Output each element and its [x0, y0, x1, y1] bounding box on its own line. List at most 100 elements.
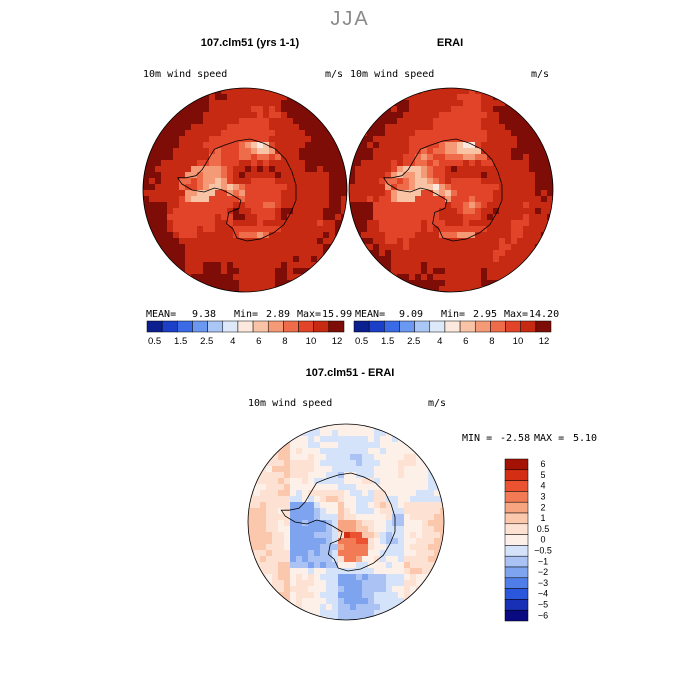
diff-cell: [272, 496, 279, 503]
model-cell: [251, 160, 258, 167]
model-cell: [257, 220, 264, 227]
diff-cell: [422, 550, 429, 557]
model-cell: [335, 184, 342, 191]
model-cell: [317, 214, 324, 221]
diff-colorbar-swatch: [504, 491, 529, 503]
diff-cell: [332, 442, 339, 449]
obs-cell: [469, 88, 476, 95]
diff-cell: [326, 562, 333, 569]
model-cell: [167, 208, 174, 215]
obs-cell: [391, 178, 398, 185]
obs-cell: [415, 250, 422, 257]
diff-cell: [272, 490, 279, 497]
diff-max-label: MAX =: [534, 433, 565, 444]
diff-cell: [404, 556, 411, 563]
model-cell: [227, 256, 234, 263]
model-cell: [233, 220, 240, 227]
obs-cell: [547, 190, 553, 197]
model-cell: [191, 196, 198, 203]
model-cell: [335, 208, 342, 215]
obs-cell: [427, 106, 434, 113]
model-cell: [221, 112, 228, 119]
model-cell: [233, 88, 240, 95]
model-cell: [191, 136, 198, 143]
model-cell: [293, 130, 300, 137]
obs-cell: [451, 166, 458, 173]
obs-cell: [469, 280, 476, 287]
obs-cell: [445, 178, 452, 185]
diff-cell: [296, 556, 303, 563]
model-cell: [305, 256, 312, 263]
obs-cell: [493, 118, 500, 125]
model-cell: [335, 226, 342, 233]
model-cell: [287, 136, 294, 143]
model-cell: [233, 268, 240, 275]
diff-cell: [428, 556, 435, 563]
model-cell: [263, 256, 270, 263]
model-cell: [179, 130, 186, 137]
obs-cell: [493, 136, 500, 143]
model-cell: [185, 106, 192, 113]
model-cell: [299, 244, 306, 251]
model-max-label: Max=: [297, 309, 322, 320]
model-cell: [311, 268, 318, 275]
diff-cell: [410, 532, 417, 539]
obs-cell: [373, 214, 380, 221]
model-cell: [317, 184, 324, 191]
diff-cell: [404, 514, 411, 521]
diff-cell: [362, 598, 369, 605]
obs-cell: [427, 256, 434, 263]
diff-cell: [350, 580, 357, 587]
diff-cell: [260, 460, 267, 467]
diff-cell: [386, 478, 393, 485]
model-cell: [263, 280, 270, 287]
model-cell: [209, 154, 216, 161]
diff-cell: [356, 586, 363, 593]
diff-cell: [368, 526, 375, 533]
obs-cell: [361, 232, 368, 239]
model-cell: [335, 214, 342, 221]
diff-cell: [326, 520, 333, 527]
obs-cell: [439, 280, 446, 287]
obs-cell: [493, 172, 500, 179]
diff-cell: [410, 526, 417, 533]
diff-cell: [434, 496, 441, 503]
obs-cell: [535, 196, 542, 203]
model-cell: [287, 106, 294, 113]
obs-coastline: [382, 138, 503, 242]
obs-cell: [409, 214, 416, 221]
obs-cell: [445, 136, 452, 143]
diff-cell: [392, 490, 399, 497]
diff-cell: [302, 508, 309, 515]
obs-cell: [385, 220, 392, 227]
obs-cell: [451, 130, 458, 137]
diff-cell: [416, 484, 423, 491]
obs-cell: [451, 286, 458, 292]
diff-cell: [326, 496, 333, 503]
obs-cell: [451, 124, 458, 131]
model-cell: [335, 160, 342, 167]
obs-cell: [403, 124, 410, 131]
model-cell: [191, 106, 198, 113]
obs-cell: [355, 166, 362, 173]
diff-cell: [248, 514, 255, 521]
obs-cell: [427, 88, 434, 95]
model-cell: [281, 256, 288, 263]
model-cell: [203, 118, 210, 125]
model-cell: [251, 196, 258, 203]
obs-cell: [373, 250, 380, 257]
diff-cell: [308, 466, 315, 473]
obs-cell: [421, 274, 428, 281]
diff-cell: [410, 514, 417, 521]
obs-cell: [373, 184, 380, 191]
obs-cell: [469, 274, 476, 281]
model-cell: [293, 274, 300, 281]
model-cell: [293, 136, 300, 143]
diff-cell: [278, 514, 285, 521]
model-cell: [197, 136, 204, 143]
model-cell: [275, 148, 282, 155]
obs-cell: [475, 250, 482, 257]
model-cell: [287, 166, 294, 173]
model-cell: [305, 220, 312, 227]
obs-cell: [541, 178, 548, 185]
